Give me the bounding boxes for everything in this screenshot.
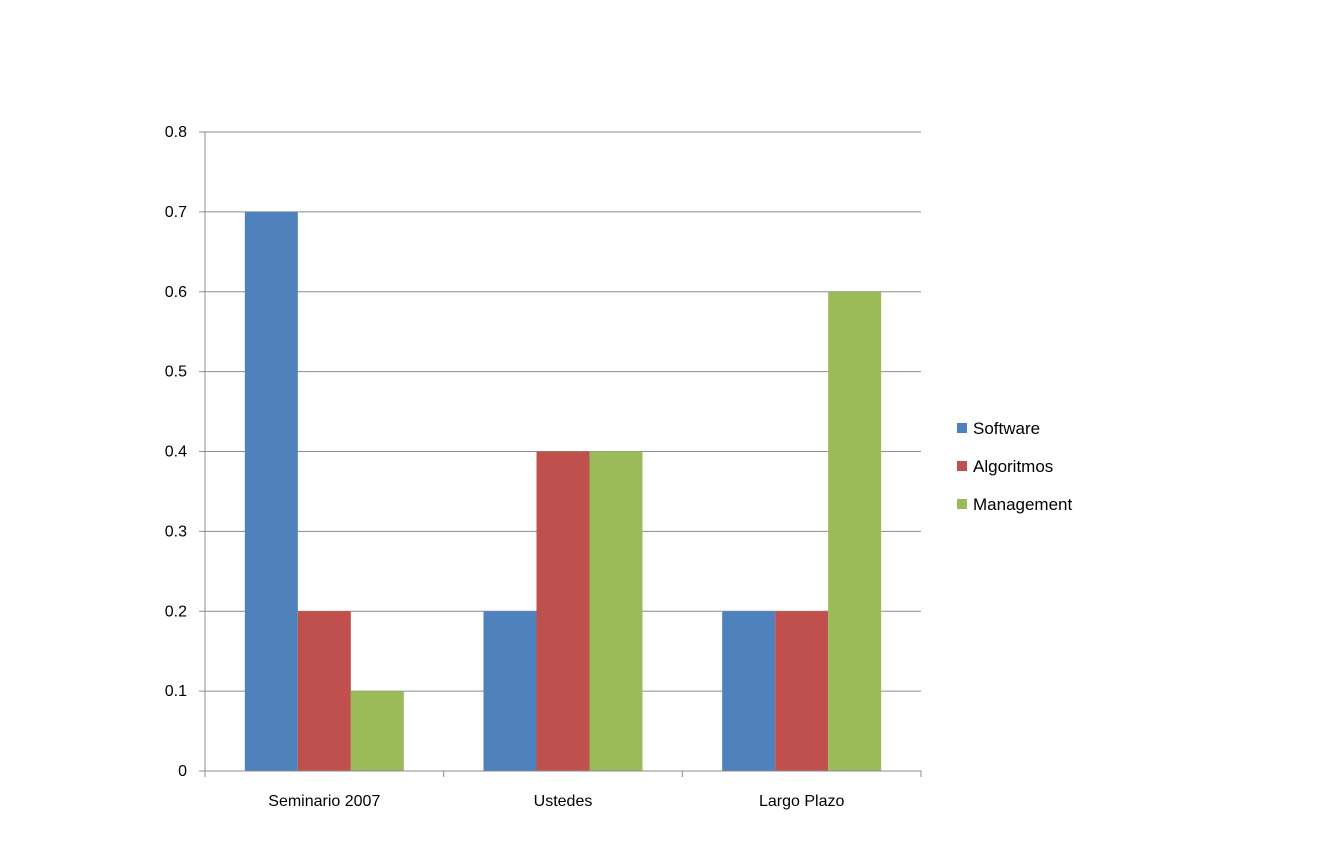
x-axis-tick-labels: Seminario 2007 Ustedes Largo Plazo [268, 793, 844, 810]
y-tick-label: 0 [178, 763, 187, 780]
bar-algoritmos-largo-plazo [775, 611, 829, 771]
bar-management-seminario-2007 [350, 691, 404, 771]
bar-software-seminario-2007 [244, 211, 298, 771]
x-tick-label: Seminario 2007 [268, 793, 380, 810]
bar-management-largo-plazo [828, 291, 882, 771]
bar-software-ustedes [483, 611, 537, 771]
y-tick-label: 0.7 [165, 204, 187, 221]
bars [244, 211, 882, 771]
x-tick-label: Largo Plazo [759, 793, 844, 810]
legend-swatch-software [957, 423, 967, 433]
bar-algoritmos-ustedes [536, 451, 590, 771]
legend-label-algoritmos: Algoritmos [973, 457, 1053, 476]
y-tick-label: 0.4 [165, 444, 187, 461]
y-tick-label: 0.8 [165, 124, 187, 141]
y-tick-label: 0.3 [165, 523, 187, 540]
legend-swatch-management [957, 499, 967, 509]
bar-management-ustedes [589, 451, 643, 771]
y-tick-label: 0.2 [165, 603, 187, 620]
y-tick-label: 0.1 [165, 683, 187, 700]
legend-swatch-algoritmos [957, 461, 967, 471]
bar-software-largo-plazo [722, 611, 776, 771]
y-tick-label: 0.6 [165, 284, 187, 301]
y-axis-tick-labels: 0 0.1 0.2 0.3 0.4 0.5 0.6 0.7 0.8 [165, 124, 187, 780]
axes [199, 131, 922, 777]
x-tick-label: Ustedes [534, 793, 593, 810]
legend-label-software: Software [973, 419, 1040, 438]
legend-label-management: Management [973, 495, 1073, 514]
bar-algoritmos-seminario-2007 [297, 611, 351, 771]
y-tick-label: 0.5 [165, 364, 187, 381]
legend: Software Algoritmos Management [957, 419, 1073, 514]
